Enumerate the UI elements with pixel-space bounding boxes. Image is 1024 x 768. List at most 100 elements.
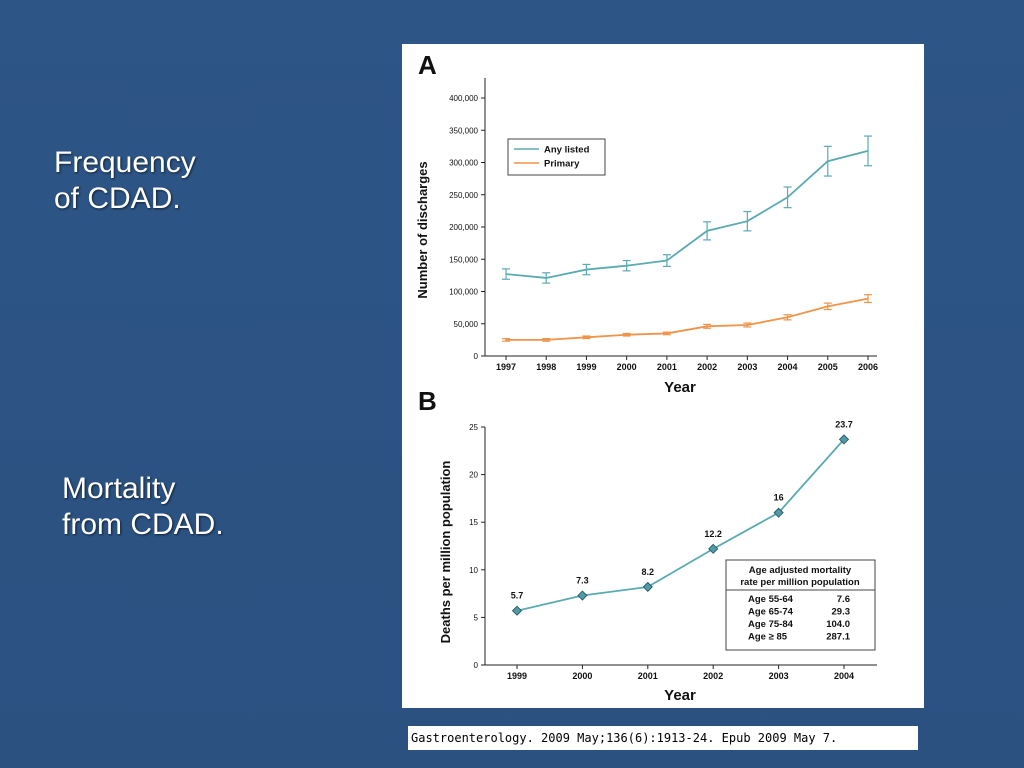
x-tick-label: 2003	[737, 362, 757, 372]
x-tick-label: 1999	[507, 671, 527, 681]
table-row-label: Age 65-74	[748, 607, 794, 618]
data-label: 23.7	[835, 419, 853, 429]
table-title-line-2: rate per million population	[740, 577, 859, 588]
panel-b-y-axis-label: Deaths per million population	[438, 461, 453, 644]
panel-a-y-axis-label: Number of discharges	[415, 161, 430, 298]
panel-a-series	[502, 135, 872, 342]
data-label: 16	[774, 493, 784, 503]
error-bar-primary	[783, 314, 792, 321]
y-tick-label: 5	[474, 613, 479, 622]
series-line-any-listed	[505, 150, 869, 279]
error-bar-any-listed	[864, 135, 872, 167]
data-point-marker	[773, 507, 784, 518]
legend-label-primary: Primary	[544, 159, 580, 170]
figure-panel: A 0 50,000 100,000 150,000 200,000 250,000 300…	[402, 44, 924, 708]
frequency-label-line-1: Frequency	[54, 146, 196, 179]
panel-a-y-ticks: 0 50,000 100,000 150,000 200,000 250,000 300,0…	[449, 94, 485, 361]
x-tick-label: 1997	[496, 362, 516, 372]
series-line-primary	[506, 297, 869, 341]
error-bar-any-listed	[703, 221, 712, 241]
mortality-label-line-1: Mortality	[62, 472, 176, 505]
error-bar-any-listed	[542, 272, 551, 284]
y-tick-label: 350,000	[449, 126, 478, 135]
panel-a-x-ticks: 1997 1998 1999 2000 2001 2002 2003 2004 2005 2006	[496, 356, 878, 372]
panel-a-legend: Any listed Primary	[507, 138, 606, 176]
y-tick-label: 0	[474, 661, 479, 670]
error-bar-primary	[823, 302, 832, 311]
mortality-label: Mortality from CDAD.	[62, 471, 224, 543]
x-tick-label: 2000	[572, 671, 592, 681]
table-row-value: 287.1	[826, 632, 850, 643]
panel-a-letter: A	[418, 50, 437, 80]
x-tick-label: 2000	[617, 362, 637, 372]
panel-a-x-axis-label: Year	[664, 379, 696, 396]
error-bar-primary	[743, 322, 752, 328]
error-bar-any-listed	[743, 210, 752, 232]
error-bar-any-listed	[502, 268, 510, 280]
error-bar-any-listed	[622, 259, 631, 272]
panel-b-x-ticks: 1999 2000 2001 2002 2003 2004	[507, 665, 854, 681]
error-bar-primary	[662, 331, 671, 336]
x-tick-label: 2002	[703, 671, 723, 681]
x-tick-label: 2005	[818, 362, 838, 372]
error-bar-primary	[502, 337, 510, 342]
x-tick-label: 2004	[834, 671, 854, 681]
y-tick-label: 25	[469, 423, 478, 432]
y-tick-label: 0	[474, 352, 479, 361]
data-point-marker	[511, 605, 523, 616]
y-tick-label: 400,000	[449, 94, 478, 103]
x-tick-label: 1998	[536, 362, 556, 372]
table-row-label: Age 55-64	[748, 594, 794, 605]
x-tick-label: 2001	[638, 671, 658, 681]
table-rows: Age 55-64 7.6 Age 65-74 29.3 Age 75-84 104.0 A…	[748, 594, 851, 643]
frequency-label-line-2: of CDAD.	[54, 182, 181, 215]
data-label: 12.2	[704, 529, 722, 539]
error-bar-any-listed	[823, 145, 832, 177]
figure-svg: A 0 50,000 100,000 150,000 200,000 250,000 300…	[415, 50, 878, 704]
y-tick-label: 150,000	[449, 255, 478, 264]
table-row-value: 7.6	[837, 594, 850, 605]
data-label: 7.3	[576, 576, 589, 586]
y-tick-label: 100,000	[449, 288, 478, 297]
data-point-marker	[577, 590, 588, 601]
error-bar-primary	[703, 323, 712, 329]
panel-a-chart: A 0 50,000 100,000 150,000 200,000 250,000 300…	[415, 50, 878, 396]
table-row-label: Age ≥ 85	[748, 632, 788, 643]
x-tick-label: 2004	[778, 362, 798, 372]
data-point-marker	[838, 434, 850, 445]
data-point-marker	[708, 543, 719, 554]
panel-b-letter: B	[418, 386, 437, 416]
y-tick-label: 20	[469, 471, 478, 480]
y-tick-label: 10	[469, 566, 478, 575]
data-label: 5.7	[511, 591, 524, 601]
error-bar-any-listed	[582, 263, 591, 276]
table-row-value: 29.3	[832, 607, 851, 618]
x-tick-label: 2003	[769, 671, 789, 681]
data-label: 8.2	[642, 567, 655, 577]
x-tick-label: 2001	[657, 362, 677, 372]
legend-label-any-listed: Any listed	[544, 145, 590, 156]
panel-b-y-ticks: 0 5 10 15 20 25	[469, 423, 485, 670]
citation-text: Gastroenterology. 2009 May;136(6):1913-2…	[408, 726, 918, 750]
panel-b-series: 5.7 7.3 8.2 12.2 16 23.7	[511, 419, 853, 616]
mortality-label-line-2: from CDAD.	[62, 508, 224, 541]
y-tick-label: 300,000	[449, 159, 478, 168]
error-bar-primary	[582, 335, 591, 340]
data-point-marker	[642, 581, 653, 593]
error-bar-primary	[622, 332, 631, 337]
panel-b-x-axis-label: Year	[664, 687, 696, 704]
error-bar-primary	[542, 337, 551, 342]
mortality-rate-table: Age adjusted mortality rate per million …	[725, 559, 876, 651]
x-tick-label: 1999	[576, 362, 596, 372]
y-tick-label: 250,000	[449, 191, 478, 200]
table-title-line-1: Age adjusted mortality	[749, 565, 852, 576]
table-row-label: Age 75-84	[748, 619, 794, 630]
series-line-mortality	[516, 438, 845, 612]
y-tick-label: 50,000	[454, 320, 479, 329]
table-row-value: 104.0	[826, 619, 850, 630]
error-bar-any-listed	[662, 254, 671, 267]
error-bar-any-listed	[783, 186, 792, 209]
x-tick-label: 2002	[697, 362, 717, 372]
x-tick-label: 2006	[858, 362, 878, 372]
y-tick-label: 200,000	[449, 223, 478, 232]
